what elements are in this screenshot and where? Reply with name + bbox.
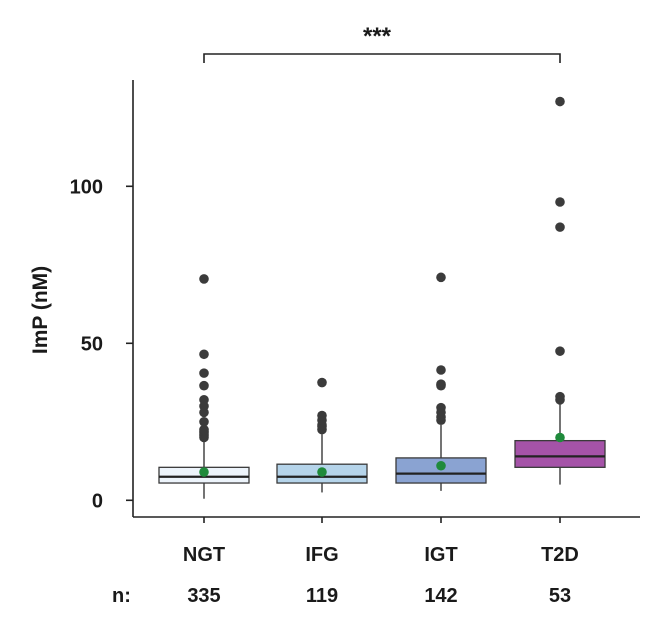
outlier-point bbox=[199, 395, 209, 405]
n-value: 53 bbox=[549, 585, 571, 607]
outlier-point bbox=[199, 368, 209, 378]
outlier-point bbox=[199, 349, 209, 360]
outlier-point bbox=[199, 417, 209, 427]
n-value: 335 bbox=[187, 585, 220, 607]
y-tick-label: 50 bbox=[81, 333, 103, 355]
box-group-igt bbox=[395, 272, 487, 491]
box-group-ifg bbox=[276, 377, 368, 493]
outlier-point bbox=[317, 377, 327, 388]
x-tick-label: NGT bbox=[183, 544, 225, 566]
outlier-point bbox=[436, 379, 446, 389]
axes: 0 50 100 bbox=[70, 53, 640, 523]
mean-point bbox=[555, 432, 565, 443]
x-tick-label: IFG bbox=[305, 544, 338, 566]
mean-point bbox=[436, 460, 446, 471]
mean-point bbox=[199, 467, 209, 477]
n-label: n: bbox=[112, 585, 131, 607]
significance-bracket bbox=[203, 53, 561, 63]
outlier-point bbox=[555, 222, 565, 232]
box bbox=[514, 439, 606, 468]
box-group-t2d bbox=[514, 96, 606, 485]
y-axis-label: ImP (nM) bbox=[29, 266, 52, 354]
y-tick-label: 100 bbox=[70, 176, 103, 198]
n-value: 119 bbox=[306, 585, 338, 607]
outlier-point bbox=[555, 96, 565, 107]
outlier-point bbox=[436, 402, 446, 413]
outlier-point bbox=[317, 410, 327, 421]
outlier-point bbox=[199, 380, 209, 391]
outlier-point bbox=[199, 274, 209, 284]
x-tick-label: T2D bbox=[541, 544, 579, 566]
n-value: 142 bbox=[424, 585, 457, 607]
significance-stars: *** bbox=[363, 23, 392, 50]
mean-point bbox=[317, 467, 327, 477]
outlier-point bbox=[555, 346, 565, 356]
outlier-point bbox=[199, 424, 209, 435]
box-group-ngt bbox=[158, 274, 250, 499]
plot-area bbox=[158, 96, 606, 499]
y-tick-label: 0 bbox=[92, 490, 103, 512]
outlier-point bbox=[555, 391, 565, 402]
outlier-point bbox=[436, 365, 446, 375]
labels: ImP (nM) *** n: NGT 335 IFG 119 IGT 142 T2D 53 bbox=[29, 23, 579, 607]
x-tick-label: IGT bbox=[424, 544, 457, 566]
outlier-point bbox=[555, 197, 565, 207]
outlier-point bbox=[436, 272, 446, 283]
